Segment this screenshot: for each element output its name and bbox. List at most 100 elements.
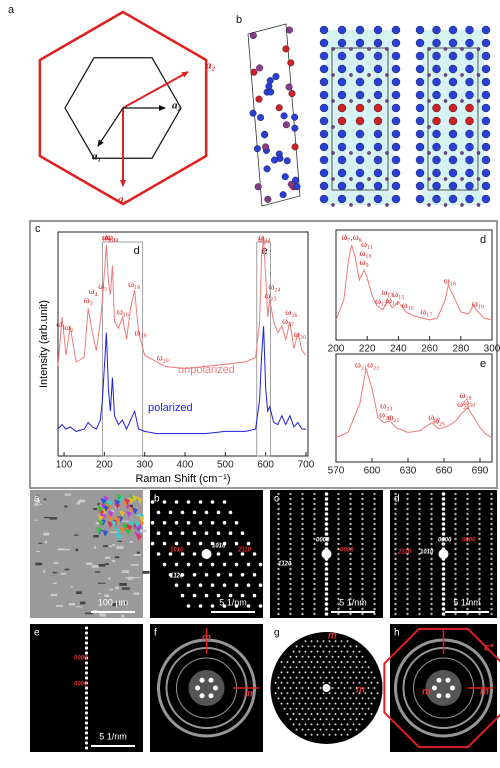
diffraction-spot <box>289 697 292 700</box>
diffraction-spot <box>466 572 469 576</box>
x-tick-label: 700 <box>298 460 315 471</box>
diffraction-spot <box>418 552 421 556</box>
diffraction-spot <box>301 655 304 658</box>
diffraction-spot <box>349 607 352 611</box>
diffraction-spot <box>289 492 292 496</box>
diffraction-spot <box>216 593 221 598</box>
diffraction-spot <box>349 718 352 721</box>
diffraction-spot <box>394 507 397 511</box>
diffraction-spot <box>349 567 352 571</box>
diffraction-spot <box>490 502 493 506</box>
diffraction-spot <box>313 707 316 710</box>
diffraction-spot <box>370 671 373 674</box>
x-tick-label: 600 <box>364 466 381 477</box>
diffraction-spot <box>324 577 329 581</box>
diffraction-spot <box>313 676 316 679</box>
diffraction-spot <box>277 502 280 506</box>
diffraction-spot <box>322 681 325 684</box>
grain <box>121 583 127 586</box>
diffraction-spot <box>277 522 280 526</box>
diffraction-spot <box>337 582 340 586</box>
atom <box>291 113 299 121</box>
diffraction-spot <box>322 661 325 663</box>
diffraction-spot <box>340 640 343 643</box>
diffraction-spot <box>301 517 304 521</box>
diffraction-spot <box>441 517 446 521</box>
atom <box>373 194 383 204</box>
diffraction-spot <box>301 697 304 700</box>
diffraction-spot <box>454 522 457 526</box>
diffraction-spot <box>478 582 481 586</box>
diffraction-spot <box>466 562 469 566</box>
atom <box>432 51 441 61</box>
atom <box>391 103 401 113</box>
atom <box>481 129 491 139</box>
diffraction-spot <box>313 612 316 616</box>
diffraction-spot <box>478 597 481 601</box>
diffraction-spot <box>478 567 481 571</box>
diffraction-spot <box>324 492 329 496</box>
diffraction-spot <box>454 497 457 501</box>
diffraction-spot <box>490 537 493 541</box>
ebsd-grain <box>118 526 125 534</box>
diffraction-spot <box>349 707 352 710</box>
ebsd-grain <box>100 502 107 510</box>
diffraction-spot <box>478 492 481 496</box>
atom <box>432 116 441 126</box>
diffraction-spot <box>349 697 352 700</box>
atom <box>481 155 491 165</box>
diffraction-spot <box>325 666 328 669</box>
diffraction-spot <box>292 702 295 705</box>
diffraction-spot <box>418 532 421 536</box>
atom <box>373 142 383 152</box>
tem-panel: a 100 μm <box>30 490 150 618</box>
diffraction-spot <box>349 522 352 526</box>
diffraction-spot <box>301 666 304 669</box>
diffraction-spot <box>168 531 173 535</box>
grain <box>85 612 93 615</box>
diffraction-spot <box>364 661 367 663</box>
diffraction-spot <box>331 666 334 669</box>
atom <box>319 90 329 100</box>
diffraction-spot <box>174 500 179 504</box>
diffraction-spot <box>373 497 376 501</box>
diffraction-spot <box>478 507 481 511</box>
atom <box>448 181 458 191</box>
diffraction-spot <box>289 542 292 546</box>
diffraction-spot <box>328 661 331 663</box>
diffraction-spot <box>355 707 358 710</box>
atom <box>476 177 481 181</box>
grain <box>64 505 68 508</box>
diffraction-spot <box>430 612 433 616</box>
scale-label: 100 μm <box>98 597 128 607</box>
scale-label: 5 1/nm <box>339 597 367 607</box>
diffraction-spot <box>301 522 304 526</box>
diffraction-spot <box>454 602 457 606</box>
diffraction-spot <box>349 502 352 506</box>
diffraction-spot <box>298 723 301 726</box>
grain <box>104 563 109 566</box>
atom <box>337 116 347 126</box>
diffraction-spot <box>349 557 352 561</box>
grain <box>64 493 72 496</box>
diffraction-spot <box>340 733 343 736</box>
grain <box>129 540 134 543</box>
diffraction-spot <box>84 736 89 740</box>
diffraction-spot <box>186 583 191 587</box>
atom <box>373 25 383 35</box>
spectrum <box>57 326 306 435</box>
diffraction-spot <box>313 718 316 721</box>
diffraction-spot <box>337 728 340 731</box>
diffraction-spot <box>84 716 89 720</box>
diffraction-spot <box>367 697 370 700</box>
diffraction-spot <box>406 602 409 606</box>
diffraction-spot <box>186 541 191 546</box>
diffraction-spot <box>430 492 433 496</box>
diffraction-spot <box>210 604 215 608</box>
grain <box>53 561 59 564</box>
diffraction-spot <box>162 562 167 567</box>
diffraction-spot <box>280 692 283 695</box>
diffraction-spot <box>370 702 373 705</box>
diffraction-spot <box>373 532 376 536</box>
atom <box>427 73 431 77</box>
